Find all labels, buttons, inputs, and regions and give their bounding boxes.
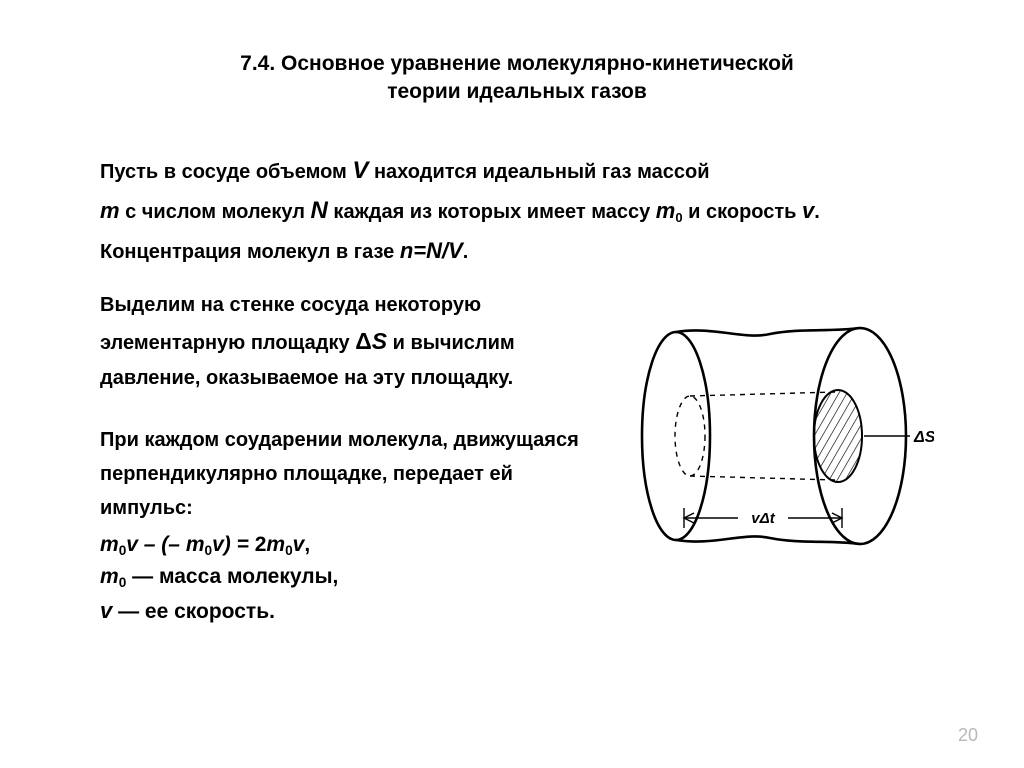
- paragraph-1: Пусть в сосуде объемом V находится идеал…: [100, 151, 934, 270]
- lower-row: Выделим на стенке сосуда некоторую элеме…: [100, 288, 934, 629]
- f-l3-b: — ее скорость.: [112, 600, 275, 623]
- p1-t5: и скорость: [688, 201, 802, 223]
- var-m0-m: m: [656, 198, 676, 223]
- var-v: v: [802, 198, 814, 223]
- formula-impulse: m0v – (– m0v) = 2m0v,: [100, 529, 590, 562]
- var-N: N: [311, 197, 328, 224]
- var-delta-S: ΔS: [355, 328, 387, 354]
- slide-title: 7.4. Основное уравнение молекулярно-кине…: [100, 50, 934, 107]
- paragraph-2: Выделим на стенке сосуда некоторую элеме…: [100, 288, 590, 395]
- p3-t1: При каждом соударении молекула, движущая…: [100, 429, 579, 519]
- label-delta-S: ΔS: [913, 429, 934, 446]
- p1-t2: находится идеальный газ массой: [368, 161, 709, 183]
- var-n-formula: n=N/V: [400, 238, 463, 263]
- slide-page: 7.4. Основное уравнение молекулярно-кине…: [0, 0, 1024, 768]
- title-line-1: 7.4. Основное уравнение молекулярно-кине…: [100, 50, 934, 78]
- formula-m0-desc: m0 — масса молекулы,: [100, 561, 590, 594]
- f-l2-b: — масса молекулы,: [126, 565, 338, 588]
- label-v-dt: vΔt: [751, 510, 775, 527]
- var-V: V: [352, 157, 368, 184]
- p1-t4: каждая из которых имеет массу: [328, 201, 656, 223]
- title-line-2: теории идеальных газов: [100, 78, 934, 106]
- page-number: 20: [958, 725, 978, 746]
- cylinder-diagram: ΔS vΔt: [614, 306, 934, 581]
- var-m0-sub: 0: [675, 210, 682, 225]
- f-l3-a: v: [100, 598, 112, 623]
- f-l2-a: m: [100, 565, 119, 588]
- paragraph-3: При каждом соударении молекула, движущая…: [100, 423, 590, 525]
- p1-t1: Пусть в сосуде объемом: [100, 161, 352, 183]
- delta-symbol: Δ: [355, 328, 372, 354]
- left-column: Выделим на стенке сосуда некоторую элеме…: [100, 288, 590, 629]
- p1-t7: .: [463, 241, 469, 263]
- formula-v-desc: v — ее скорость.: [100, 594, 590, 629]
- S-symbol: S: [372, 328, 387, 354]
- p1-t3: с числом молекул: [120, 201, 311, 223]
- var-m: m: [100, 198, 120, 223]
